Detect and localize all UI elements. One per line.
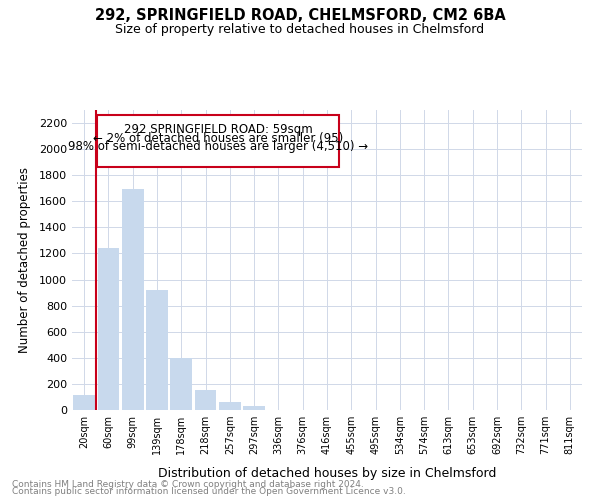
Text: 292, SPRINGFIELD ROAD, CHELMSFORD, CM2 6BA: 292, SPRINGFIELD ROAD, CHELMSFORD, CM2 6… [95,8,505,22]
Bar [219,402,241,410]
Bar [73,395,95,410]
Bar [243,406,265,410]
Y-axis label: Number of detached properties: Number of detached properties [17,167,31,353]
Text: 292 SPRINGFIELD ROAD: 59sqm: 292 SPRINGFIELD ROAD: 59sqm [124,123,313,136]
Text: Contains public sector information licensed under the Open Government Licence v3: Contains public sector information licen… [12,488,406,496]
Bar [146,290,168,410]
Text: ← 2% of detached houses are smaller (95): ← 2% of detached houses are smaller (95) [93,132,343,144]
Text: 98% of semi-detached houses are larger (4,510) →: 98% of semi-detached houses are larger (… [68,140,368,153]
Text: Contains HM Land Registry data © Crown copyright and database right 2024.: Contains HM Land Registry data © Crown c… [12,480,364,489]
Text: Distribution of detached houses by size in Chelmsford: Distribution of detached houses by size … [158,467,496,480]
Bar [122,189,143,410]
Bar [97,248,119,410]
Text: Size of property relative to detached houses in Chelmsford: Size of property relative to detached ho… [115,22,485,36]
Bar [97,115,339,168]
Bar [194,390,217,410]
Bar [170,358,192,410]
